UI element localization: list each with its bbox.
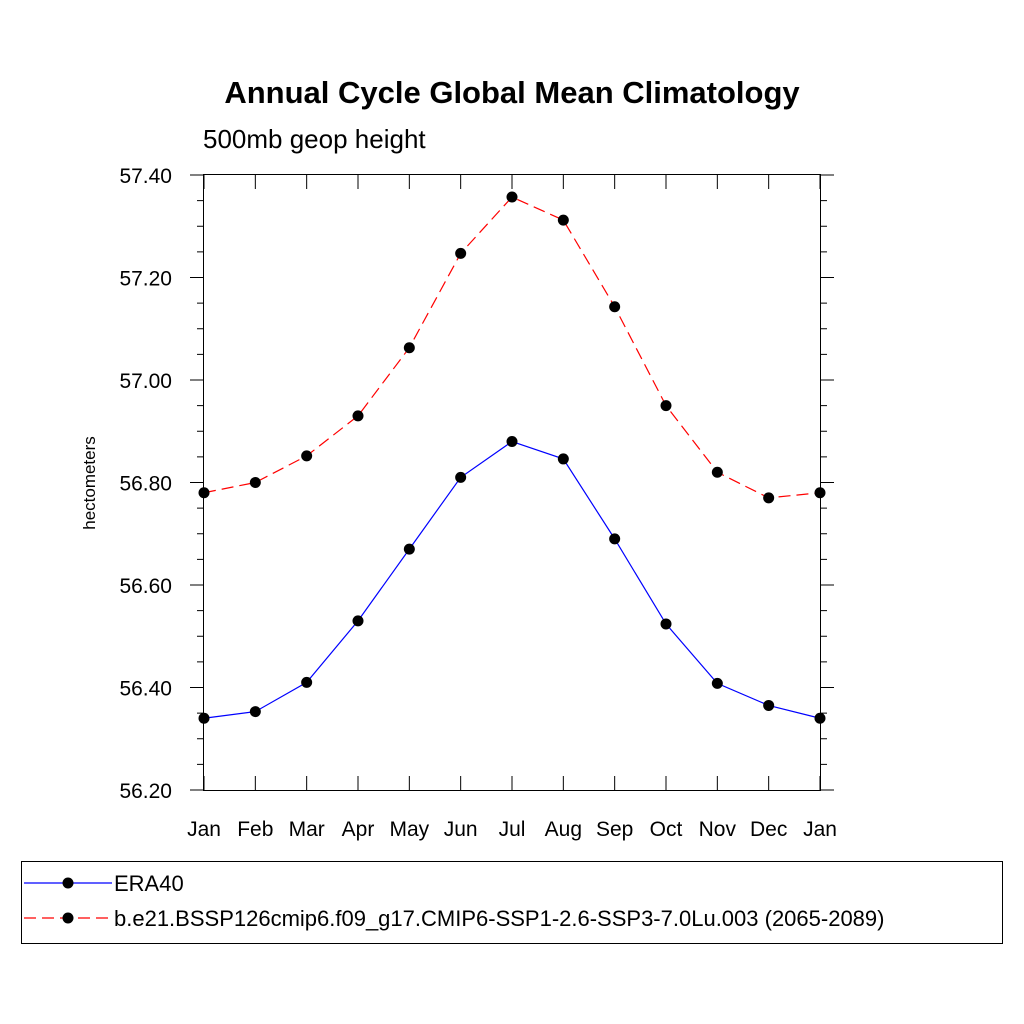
data-point [711,677,723,689]
series-line-1 [203,440,821,719]
legend-marker [62,912,74,924]
y-tick-label: 57.20 [119,268,172,291]
data-point [814,487,826,499]
data-point [352,615,364,627]
y-tick-label: 57.00 [119,370,172,393]
data-point [301,450,313,462]
chart-title: Annual Cycle Global Mean Climatology [224,75,800,110]
data-point [301,676,313,688]
data-point [557,214,569,226]
data-point [506,191,518,203]
data-point [198,712,210,724]
x-tick-label: Mar [289,818,325,841]
legend: ERA40 b.e21.BSSP126cmip6.f09_g17.CMIP6-SS… [24,871,884,931]
data-point [557,453,569,465]
data-point [352,410,364,422]
x-tick-label: Feb [237,818,273,841]
data-point [711,466,723,478]
x-tick-label: Aug [545,818,582,841]
x-tick-label: Jun [444,818,478,841]
x-tick-label: Jul [499,818,526,841]
legend-box [21,861,1003,944]
x-tick-label: Apr [342,818,375,841]
x-tick-label: May [389,818,429,841]
chart-subtitle: 500mb geop height [203,124,426,154]
data-point [249,706,261,718]
series-layer [198,191,826,724]
legend-label: ERA40 [114,871,184,896]
data-point [403,543,415,555]
data-point [814,712,826,724]
x-tick-labels: Jan Feb Mar Apr May Jun Jul Aug Sep Oct Nov Dec Jan [187,818,837,841]
y-tick-labels: 56.20 56.40 56.60 56.80 57.00 57.20 57.40 [119,165,172,803]
y-tick-label: 56.80 [119,473,172,496]
y-tick-label: 56.60 [119,575,172,598]
axis-ticks [190,174,834,791]
y-tick-label: 57.40 [119,165,172,188]
data-point [609,301,621,313]
data-point [660,618,672,630]
x-tick-label: Dec [750,818,787,841]
data-point [403,342,415,354]
series-line-2 [203,196,821,499]
data-point [249,477,261,488]
x-tick-label: Jan [803,818,837,841]
data-point [506,436,518,447]
plot-frame [203,174,821,791]
legend-label: b.e21.BSSP126cmip6.f09_g17.CMIP6-SSP1-2.… [114,906,884,931]
legend-marker [62,877,74,889]
y-axis-label: hectometers [80,436,99,530]
x-tick-label: Oct [650,818,683,841]
data-point [660,400,672,412]
data-point [198,487,210,499]
x-tick-label: Sep [596,818,633,841]
data-point [455,471,467,483]
data-point [763,492,775,504]
y-tick-label: 56.40 [119,678,172,701]
data-point [763,699,775,711]
y-tick-label: 56.20 [119,780,172,803]
x-tick-label: Nov [699,818,737,841]
data-point [609,533,621,545]
data-point [455,247,467,259]
x-tick-label: Jan [187,818,221,841]
